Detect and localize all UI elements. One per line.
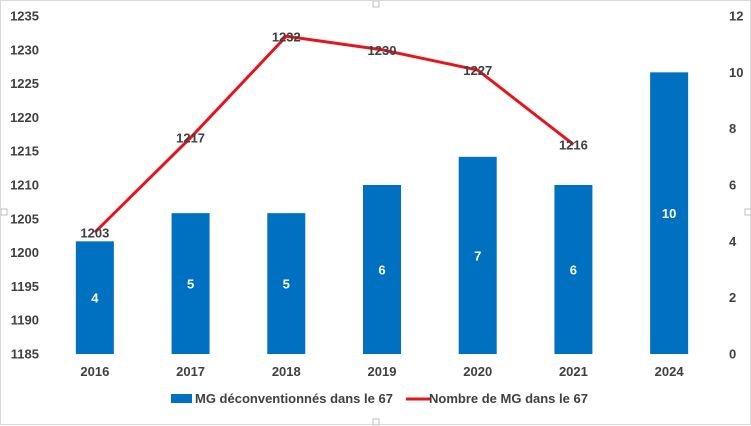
line-data-label: 1216 <box>559 137 588 152</box>
resize-handle[interactable] <box>372 1 380 8</box>
right-tick-label: 8 <box>729 121 736 136</box>
resize-handle[interactable] <box>1 208 8 216</box>
bar-data-label: 10 <box>662 206 676 221</box>
bar <box>650 72 689 354</box>
bar <box>171 213 210 354</box>
right-y-axis: 0 2 4 6 8 10 12 <box>729 9 743 362</box>
bar <box>75 241 114 354</box>
left-tick-label: 1215 <box>10 144 39 159</box>
line-data-label: 1217 <box>176 131 205 146</box>
bar <box>267 213 306 354</box>
left-y-axis: 1185 1190 1195 1200 1205 1210 1215 1220 1225 1230… <box>10 9 39 362</box>
category-label: 2016 <box>80 364 109 379</box>
bar-data-label: 5 <box>187 277 194 292</box>
left-tick-label: 1225 <box>10 76 39 91</box>
category-label: 2019 <box>368 364 397 379</box>
legend-label-line: Nombre de MG dans le 67 <box>429 391 588 406</box>
right-tick-label: 12 <box>729 9 743 24</box>
right-tick-label: 10 <box>729 65 743 80</box>
left-tick-label: 1190 <box>11 313 39 328</box>
right-tick-label: 2 <box>729 290 736 305</box>
bar <box>363 185 401 354</box>
bar-data-label: 5 <box>283 277 290 292</box>
x-axis: 2016 2017 2018 2019 2020 2021 2024 <box>80 364 684 379</box>
resize-handle[interactable] <box>372 418 380 426</box>
left-tick-label: 1205 <box>10 211 39 226</box>
left-tick-label: 1210 <box>10 178 39 193</box>
line-data-label: 1227 <box>463 63 492 78</box>
bar-data-label: 6 <box>570 263 577 278</box>
line-series: 1203 1217 1232 1230 1227 1216 <box>80 29 587 240</box>
legend-label-bar: MG déconventionnés dans le 67 <box>195 391 393 406</box>
line-data-label: 1203 <box>80 225 109 240</box>
line-data-label: 1232 <box>272 29 301 44</box>
left-tick-label: 1230 <box>10 42 39 57</box>
line-data-label: 1230 <box>368 43 397 58</box>
category-label: 2020 <box>463 364 492 379</box>
bar <box>554 185 593 354</box>
legend-swatch-bar <box>171 394 192 403</box>
right-tick-label: 6 <box>729 178 736 193</box>
bar-data-label: 6 <box>378 263 385 278</box>
left-tick-label: 1185 <box>11 347 39 362</box>
category-label: 2021 <box>559 364 588 379</box>
line-path <box>93 34 575 234</box>
category-label: 2024 <box>655 364 685 379</box>
right-tick-label: 0 <box>729 347 736 362</box>
category-label: 2017 <box>176 364 205 379</box>
left-tick-label: 1195 <box>11 279 39 294</box>
bar-data-label: 4 <box>91 291 99 306</box>
bar <box>458 156 497 354</box>
resize-handle[interactable] <box>744 208 751 216</box>
left-tick-label: 1200 <box>10 245 39 260</box>
right-tick-label: 4 <box>729 234 737 249</box>
bar-data-label: 7 <box>474 248 481 263</box>
category-label: 2018 <box>272 364 301 379</box>
left-tick-label: 1235 <box>10 9 39 24</box>
bar-series: 4 5 5 6 7 6 10 <box>75 72 689 354</box>
left-tick-label: 1220 <box>10 110 39 125</box>
legend: MG déconventionnés dans le 67 Nombre de M… <box>171 391 588 406</box>
